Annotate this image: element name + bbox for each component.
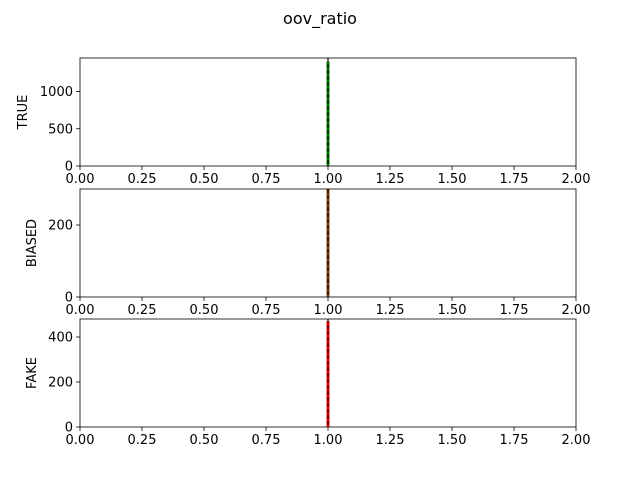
subplot-fake: 0.00 0.25 0.50 0.75 1.00 1.25 1.50 1.75 2.00 0 200…	[25, 318, 591, 448]
subplot-true: 0.00 0.25 0.50 0.75 1.00 1.25 1.50 1.75 2.00 0 500…	[16, 57, 591, 187]
x-tick-label-true-2: 0.50	[190, 172, 219, 187]
x-tick-label-true-7: 1.75	[500, 172, 529, 187]
x-tick-label-true-5: 1.25	[376, 172, 405, 187]
x-tick-label-true-4: 1.00	[314, 172, 343, 187]
x-tick-label-true-6: 1.50	[438, 172, 467, 187]
y-tick-label-true-0: 0	[65, 160, 73, 175]
y-tick-label-biased-0: 0	[65, 291, 73, 306]
y-tick-label-true-1: 500	[48, 122, 73, 137]
y-tick-label-biased-1: 200	[48, 219, 73, 234]
x-tick-label-biased-7: 1.75	[500, 303, 529, 318]
x-tick-label-true-0: 0.00	[66, 172, 95, 187]
x-tick-label-fake-2: 0.50	[190, 433, 219, 448]
x-tick-label-fake-8: 2.00	[562, 433, 591, 448]
x-tick-label-biased-8: 2.00	[562, 303, 591, 318]
subplot-biased: 0.00 0.25 0.50 0.75 1.00 1.25 1.50 1.75 2.00 0 200…	[25, 188, 591, 318]
y-tick-label-fake-1: 200	[48, 376, 73, 391]
x-tick-label-biased-1: 0.25	[128, 303, 157, 318]
y-tick-label-fake-2: 400	[48, 331, 73, 346]
x-tick-label-fake-1: 0.25	[128, 433, 157, 448]
y-tick-label-true-2: 1000	[40, 85, 73, 100]
chart-title: oov_ratio	[283, 9, 357, 29]
x-tick-label-biased-6: 1.50	[438, 303, 467, 318]
x-tick-label-fake-7: 1.75	[500, 433, 529, 448]
x-tick-label-biased-2: 0.50	[190, 303, 219, 318]
x-tick-label-true-1: 0.25	[128, 172, 157, 187]
x-tick-label-true-8: 2.00	[562, 172, 591, 187]
x-tick-label-fake-5: 1.25	[376, 433, 405, 448]
x-tick-label-biased-4: 1.00	[314, 303, 343, 318]
x-tick-label-biased-3: 0.75	[252, 303, 281, 318]
y-tick-label-fake-0: 0	[65, 421, 73, 436]
y-axis-label-biased: BIASED	[25, 219, 40, 267]
x-tick-label-fake-0: 0.00	[66, 433, 95, 448]
x-tick-label-biased-0: 0.00	[66, 303, 95, 318]
y-axis-label-true: TRUE	[16, 95, 31, 131]
y-axis-label-fake: FAKE	[25, 357, 40, 389]
x-tick-label-true-3: 0.75	[252, 172, 281, 187]
x-tick-label-biased-5: 1.25	[376, 303, 405, 318]
x-tick-label-fake-6: 1.50	[438, 433, 467, 448]
x-tick-label-fake-3: 0.75	[252, 433, 281, 448]
x-tick-label-fake-4: 1.00	[314, 433, 343, 448]
